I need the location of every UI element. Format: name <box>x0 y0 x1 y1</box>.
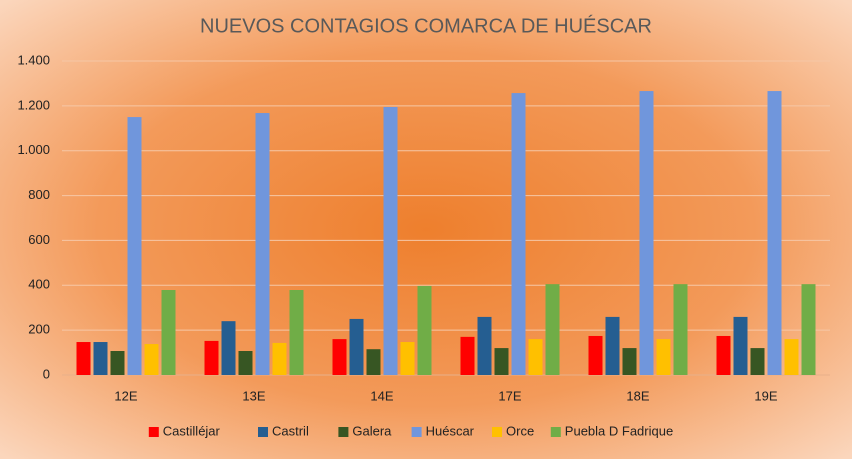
bar <box>76 342 91 375</box>
legend-label: Galera <box>352 423 392 438</box>
y-tick-label: 1.200 <box>17 97 50 112</box>
bar <box>622 348 637 375</box>
bar <box>204 340 219 375</box>
y-tick-label: 400 <box>28 277 50 292</box>
bar <box>733 316 748 375</box>
bar <box>272 342 287 375</box>
bar <box>255 113 270 375</box>
y-tick-label: 200 <box>28 322 50 337</box>
bar <box>127 117 142 376</box>
bar <box>332 339 347 375</box>
legend-label: Puebla D Fadrique <box>565 423 673 438</box>
x-tick-label: 17E <box>498 388 521 403</box>
x-tick-label: 19E <box>754 388 777 403</box>
y-tick-label: 800 <box>28 187 50 202</box>
bar <box>460 336 475 375</box>
bar <box>400 342 415 375</box>
bar <box>477 316 492 375</box>
y-tick-label: 0 <box>43 366 50 381</box>
x-tick-label: 18E <box>626 388 649 403</box>
bar <box>588 335 603 375</box>
bar <box>545 284 560 375</box>
x-tick-label: 13E <box>242 388 265 403</box>
bar <box>238 351 253 375</box>
bar <box>221 321 236 375</box>
bar <box>639 91 654 375</box>
bar <box>511 93 526 375</box>
bar <box>349 318 364 375</box>
legend-label: Castilléjar <box>163 423 221 438</box>
bar <box>716 335 731 375</box>
bar <box>289 289 304 375</box>
bar <box>801 284 816 375</box>
bar <box>656 339 671 375</box>
bar <box>161 289 176 375</box>
bar <box>417 285 432 375</box>
legend-label: Huéscar <box>426 423 475 438</box>
x-tick-label: 12E <box>114 388 137 403</box>
bar <box>110 351 125 375</box>
legend-label: Orce <box>506 423 534 438</box>
x-tick-label: 14E <box>370 388 393 403</box>
legend-swatch <box>258 427 268 437</box>
bar <box>93 342 108 375</box>
chart-title: NUEVOS CONTAGIOS COMARCA DE HUÉSCAR <box>200 14 652 37</box>
legend-swatch <box>338 427 349 437</box>
y-tick-label: 1.400 <box>17 52 50 67</box>
bar <box>605 316 620 375</box>
bar <box>767 91 782 375</box>
bar <box>784 339 799 375</box>
bar <box>383 106 398 375</box>
legend-swatch <box>492 427 502 437</box>
bar <box>528 339 543 375</box>
bar <box>366 349 381 375</box>
legend-swatch <box>411 427 422 437</box>
legend-swatch <box>148 427 159 437</box>
y-tick-label: 600 <box>28 232 50 247</box>
bar <box>494 348 509 375</box>
bar <box>750 348 765 375</box>
bar <box>673 284 688 375</box>
y-tick-label: 1.000 <box>17 142 50 157</box>
legend-label: Castril <box>272 423 309 438</box>
bar <box>144 344 159 375</box>
legend-swatch <box>550 427 561 437</box>
